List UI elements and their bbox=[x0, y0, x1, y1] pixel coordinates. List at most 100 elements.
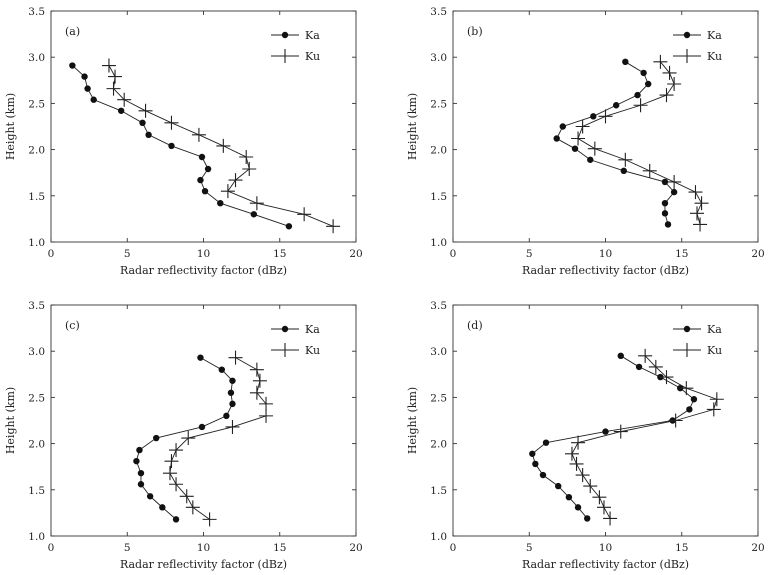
data-point-ka bbox=[137, 481, 145, 488]
data-point-ka bbox=[117, 107, 125, 114]
data-point-ka bbox=[204, 165, 212, 173]
data-point-ku bbox=[633, 98, 648, 113]
data-point-ku bbox=[583, 479, 598, 494]
data-point-ku bbox=[220, 184, 235, 199]
y-tick-label: 1.0 bbox=[430, 531, 447, 543]
y-tick-label: 3.5 bbox=[28, 6, 45, 18]
y-tick-label: 3.0 bbox=[28, 346, 45, 358]
x-axis-label: Radar reflectivity factor (dBz) bbox=[120, 264, 287, 277]
data-point-ka bbox=[571, 145, 579, 152]
legend-marker-ka bbox=[683, 31, 691, 39]
data-point-ka bbox=[612, 102, 620, 109]
x-tick-label: 0 bbox=[450, 248, 457, 260]
x-tick-label: 15 bbox=[675, 248, 688, 260]
x-tick-label: 10 bbox=[197, 542, 210, 554]
legend-marker-ku bbox=[680, 343, 694, 357]
data-point-ka bbox=[645, 80, 652, 88]
data-point-ka bbox=[81, 73, 88, 80]
data-point-ka bbox=[229, 377, 236, 384]
data-point-ka bbox=[285, 223, 293, 230]
data-point-ku bbox=[242, 162, 257, 177]
series-line-ka bbox=[531, 355, 695, 519]
data-point-ku bbox=[216, 138, 231, 153]
data-point-ku bbox=[679, 381, 694, 396]
data-point-ka bbox=[84, 85, 91, 92]
x-tick-label: 20 bbox=[751, 248, 764, 260]
data-point-ku bbox=[297, 207, 312, 222]
series-line-ku bbox=[571, 355, 718, 519]
data-point-ku bbox=[259, 396, 274, 411]
y-tick-label: 3.0 bbox=[430, 346, 447, 358]
x-tick-label: 5 bbox=[124, 248, 131, 260]
data-point-ka bbox=[584, 515, 591, 522]
data-point-ka bbox=[198, 423, 206, 431]
plot-frame bbox=[452, 304, 759, 537]
data-point-ku bbox=[571, 435, 586, 450]
data-point-ka bbox=[602, 428, 609, 435]
data-point-ku bbox=[709, 392, 724, 407]
data-point-ku bbox=[181, 431, 196, 446]
x-tick-label: 15 bbox=[675, 542, 688, 554]
data-point-ka bbox=[223, 412, 230, 420]
x-tick-label: 20 bbox=[349, 542, 362, 554]
legend-marker-ka bbox=[281, 31, 289, 39]
y-tick-label: 2.5 bbox=[28, 98, 45, 110]
data-point-ku bbox=[108, 69, 123, 84]
data-point-ku bbox=[164, 115, 179, 130]
legend-label-ka: Ka bbox=[305, 29, 320, 42]
data-point-ka bbox=[218, 366, 225, 373]
x-tick-label: 5 bbox=[526, 542, 533, 554]
x-tick-label: 5 bbox=[526, 248, 533, 260]
y-tick-label: 3.0 bbox=[430, 52, 447, 64]
legend-label-ku: Ku bbox=[707, 50, 722, 63]
y-tick-label: 3.5 bbox=[430, 300, 447, 312]
legend-label-ka: Ka bbox=[305, 323, 320, 336]
legend-marker-ku bbox=[680, 49, 694, 63]
data-point-ku bbox=[228, 173, 243, 188]
panel-label: (b) bbox=[467, 25, 483, 38]
data-point-ka bbox=[201, 187, 209, 195]
data-point-ka bbox=[555, 482, 562, 490]
legend-label-ku: Ku bbox=[707, 344, 722, 357]
x-tick-label: 5 bbox=[124, 542, 131, 554]
data-point-ka bbox=[617, 352, 624, 360]
x-tick-label: 10 bbox=[599, 542, 612, 554]
data-point-ka bbox=[574, 504, 582, 511]
y-tick-label: 2.5 bbox=[430, 98, 447, 110]
data-point-ku bbox=[575, 468, 590, 483]
data-point-ka bbox=[146, 493, 154, 500]
data-point-ka bbox=[250, 211, 258, 218]
y-tick-label: 3.5 bbox=[28, 300, 45, 312]
data-point-ku bbox=[185, 500, 200, 515]
legend-label-ku: Ku bbox=[305, 50, 320, 63]
data-point-ka bbox=[539, 471, 547, 479]
data-point-ku bbox=[138, 103, 153, 118]
x-tick-label: 0 bbox=[48, 542, 55, 554]
y-tick-label: 1.5 bbox=[28, 191, 45, 203]
data-point-ku bbox=[169, 443, 184, 458]
data-point-ku bbox=[587, 141, 602, 156]
data-point-ku bbox=[667, 174, 682, 189]
y-tick-label: 1.0 bbox=[28, 531, 45, 543]
data-point-ku bbox=[592, 490, 607, 505]
data-point-ku bbox=[571, 131, 586, 146]
plot-frame bbox=[50, 10, 357, 243]
x-axis-label: Radar reflectivity factor (dBz) bbox=[120, 558, 287, 571]
y-tick-label: 1.5 bbox=[430, 485, 447, 497]
data-point-ka bbox=[553, 135, 560, 142]
data-point-ka bbox=[159, 504, 166, 511]
x-axis-label: Radar reflectivity factor (dBz) bbox=[522, 264, 689, 277]
legend-marker-ka bbox=[683, 325, 691, 333]
data-point-ku bbox=[169, 477, 184, 492]
data-point-ku bbox=[202, 512, 217, 527]
data-point-ka bbox=[587, 156, 594, 163]
x-tick-label: 0 bbox=[450, 542, 457, 554]
data-point-ka bbox=[172, 516, 180, 523]
data-point-ku bbox=[575, 119, 590, 134]
data-point-ku bbox=[613, 424, 628, 439]
data-point-ku bbox=[662, 65, 677, 80]
data-point-ku bbox=[249, 362, 264, 377]
data-point-ku bbox=[667, 76, 682, 91]
x-axis-label: Radar reflectivity factor (dBz) bbox=[522, 558, 689, 571]
